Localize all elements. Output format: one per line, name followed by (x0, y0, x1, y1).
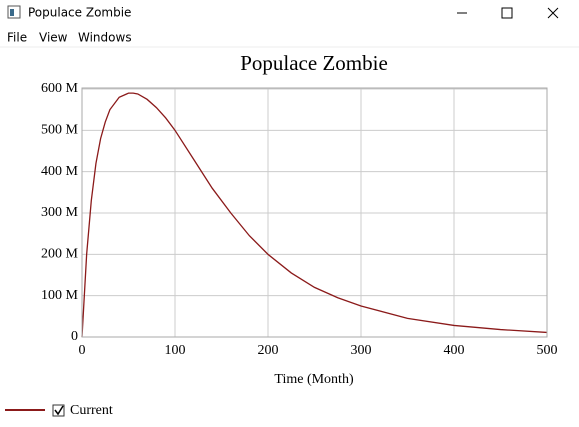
window-title: Populace Zombie (28, 6, 131, 20)
y-tick-label: 200 M (41, 247, 79, 262)
x-tick-label: 200 (258, 343, 279, 358)
x-axis-label: Time (Month) (274, 372, 354, 387)
legend-label: Current (70, 403, 113, 418)
x-tick-label: 400 (444, 343, 465, 358)
menu-item[interactable]: Windows (78, 31, 132, 45)
x-tick-label: 500 (537, 343, 558, 358)
y-tick-label: 0 (71, 329, 78, 344)
app-icon (7, 5, 21, 19)
y-tick-label: 400 M (41, 164, 79, 179)
y-tick-label: 300 M (41, 205, 79, 220)
series-line (81, 92, 548, 338)
y-tick-label: 600 M (41, 81, 79, 96)
y-tick-label: 100 M (41, 288, 79, 303)
menu-item[interactable]: View (39, 31, 68, 45)
chart-title: Populace Zombie (240, 51, 388, 75)
close-button[interactable] (547, 7, 559, 19)
menu-item[interactable]: File (7, 31, 27, 45)
x-tick-label: 100 (165, 343, 186, 358)
legend: Current (5, 403, 113, 418)
legend-checkbox[interactable] (52, 404, 65, 417)
plot: 0 100 M 200 M 300 M 400 M 500 M 600 M 0 100 200 30… (41, 81, 557, 358)
y-tick-label: 500 M (41, 123, 79, 138)
x-tick-label: 300 (351, 343, 372, 358)
checkmark (54, 405, 64, 416)
maximize-button[interactable] (501, 7, 513, 19)
plot-frame (81, 87, 548, 338)
x-tick-label: 0 (79, 343, 86, 358)
